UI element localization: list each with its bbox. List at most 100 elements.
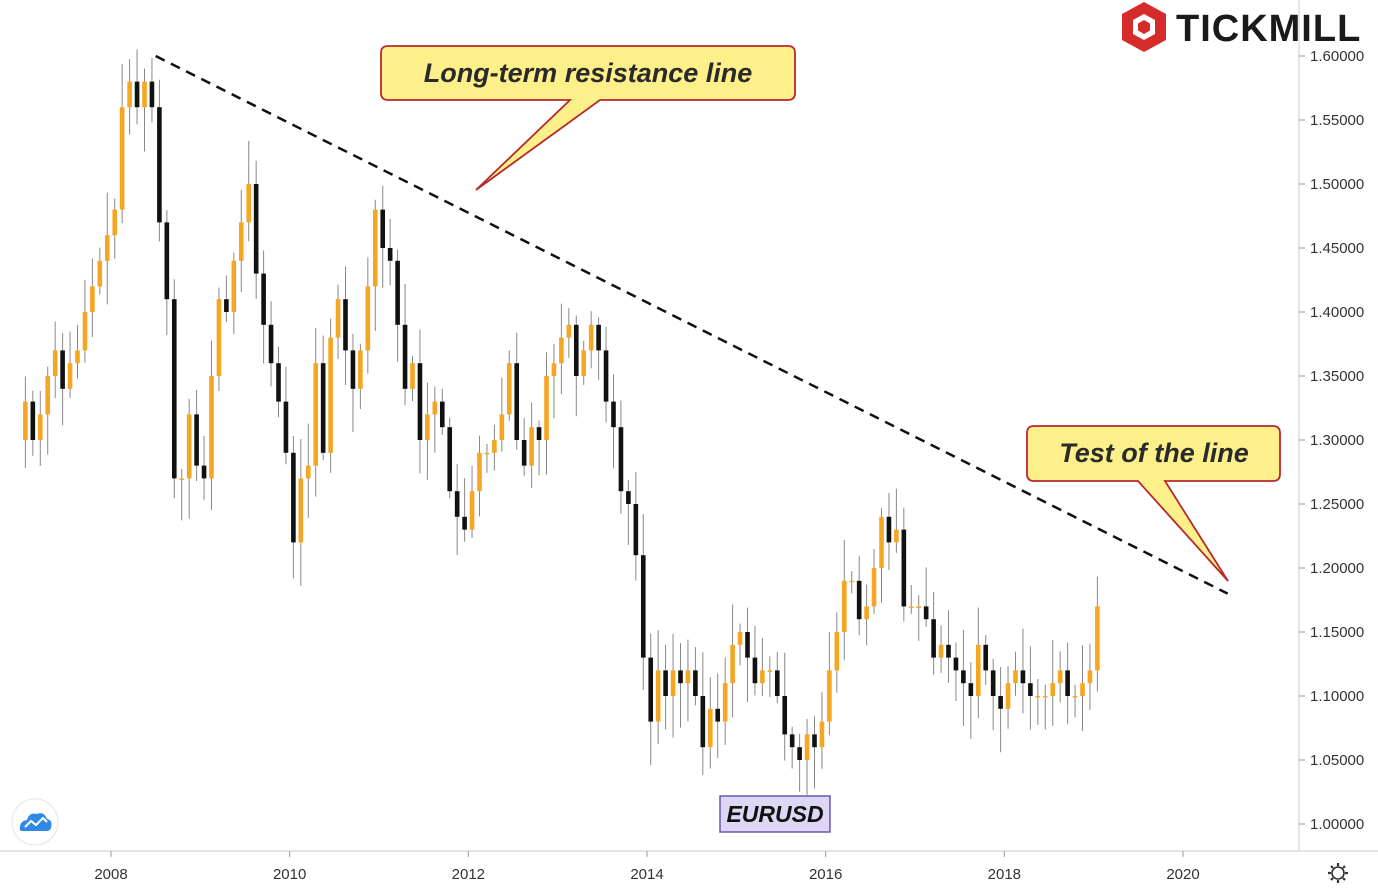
candle-body-down — [626, 491, 631, 504]
price-tick-label: 1.05000 — [1310, 752, 1364, 769]
gear-icon[interactable] — [1328, 863, 1348, 883]
candle-body-up — [37, 414, 43, 440]
candle-body-down — [514, 363, 520, 440]
candle-body-up — [1035, 696, 1041, 698]
candle-body-down — [603, 350, 609, 402]
candle-body-up — [365, 286, 371, 351]
candle-body-up — [1005, 683, 1011, 709]
candle-body-down — [1065, 670, 1070, 696]
candle-body-down — [164, 222, 170, 300]
candle-body-down — [536, 427, 542, 440]
candle-body-up — [1095, 606, 1100, 671]
price-tick-label: 1.35000 — [1310, 368, 1364, 385]
candle-body-down — [1028, 683, 1033, 696]
candle-body-up — [1057, 670, 1063, 684]
candle-body-up — [246, 184, 252, 223]
time-axis[interactable]: 2008 2010 2012 2014 2016 2018 2020 — [94, 851, 1200, 883]
candle-body-down — [171, 299, 177, 479]
candle-body-down — [923, 606, 929, 620]
candle-body-down — [60, 350, 65, 389]
candle-body-up — [425, 414, 430, 440]
candle-body-up — [588, 324, 594, 351]
symbol-label-text: EURUSD — [726, 801, 823, 827]
candle-body-down — [1020, 670, 1026, 684]
candle-body-down — [611, 401, 616, 428]
candle-body-up — [908, 606, 914, 608]
candle-body-down — [752, 657, 758, 684]
candle-body-up — [142, 81, 147, 108]
candle-body-down — [715, 708, 721, 722]
candle-body-up — [112, 209, 118, 236]
candle-body-up — [551, 363, 557, 376]
candle-body-down — [774, 670, 780, 696]
candle-body-up — [23, 401, 28, 440]
callout-test-bubble — [1026, 425, 1281, 582]
candle-body-up — [119, 107, 125, 210]
candle-body-up — [328, 337, 333, 453]
candle-body-down — [417, 363, 423, 440]
candle-body-up — [90, 286, 95, 312]
candlestick-series — [23, 49, 1100, 795]
candle-body-up — [1072, 696, 1078, 698]
candle-body-down — [968, 683, 974, 696]
candle-body-down — [454, 491, 460, 517]
candle-body-up — [305, 465, 311, 479]
tradingview-cloud-icon[interactable] — [11, 798, 59, 846]
long-term-resistance-trendline — [155, 54, 1229, 595]
candle-body-down — [350, 350, 356, 389]
candle-body-up — [864, 606, 869, 620]
callout-test-text: Test of the line — [1059, 438, 1249, 468]
candle-body-up — [313, 363, 319, 466]
candle-body-down — [678, 670, 683, 684]
candle-body-up — [529, 427, 534, 466]
candle-body-down — [663, 670, 668, 696]
candle-body-up — [871, 568, 877, 607]
candle-body-down — [30, 401, 36, 440]
price-tick-label: 1.50000 — [1310, 176, 1364, 193]
candle-body-up — [52, 350, 58, 376]
candle-body-up — [566, 324, 572, 338]
candle-body-up — [492, 440, 497, 453]
candle-body-up — [760, 670, 765, 684]
candle-body-down — [700, 696, 706, 748]
price-tick-label: 1.60000 — [1310, 48, 1364, 65]
candle-body-down — [387, 248, 393, 261]
callout-resistance-bubble — [380, 45, 796, 191]
candle-body-up — [1050, 683, 1056, 696]
candle-body-down — [789, 734, 795, 748]
candle-body-up — [1042, 696, 1048, 698]
price-tick-label: 1.30000 — [1310, 432, 1364, 449]
candle-body-down — [261, 273, 266, 325]
candle-body-up — [827, 670, 832, 722]
candle-body-down — [998, 696, 1003, 709]
candle-body-down — [797, 747, 802, 760]
candle-body-down — [439, 401, 445, 428]
candle-body-down — [380, 209, 386, 248]
candle-body-down — [640, 555, 646, 658]
time-tick-label: 2020 — [1166, 866, 1199, 883]
candle-body-up — [707, 708, 713, 748]
candle-body-up — [432, 401, 438, 415]
candle-body-up — [737, 632, 743, 645]
tickmill-hexagon-logo-icon — [1122, 2, 1166, 52]
candle-body-up — [722, 683, 728, 722]
candle-body-up — [916, 606, 922, 608]
candle-body-up — [335, 299, 341, 338]
price-tick-label: 1.55000 — [1310, 112, 1364, 129]
candle-body-down — [291, 452, 296, 543]
candle-body-down — [886, 516, 892, 543]
candle-body-up — [75, 350, 80, 364]
price-tick-label: 1.00000 — [1310, 816, 1364, 833]
price-tick-label: 1.45000 — [1310, 240, 1364, 257]
candle-body-down — [201, 465, 207, 479]
callout-resistance-line: Long-term resistance line — [380, 45, 796, 191]
price-axis[interactable]: 1.00000 1.05000 1.10000 1.15000 1.20000 1.250… — [1299, 48, 1364, 833]
candle-body-up — [938, 644, 944, 658]
candle-body-down — [134, 81, 140, 108]
candle-body-up — [730, 644, 735, 684]
candle-body-up — [179, 478, 185, 480]
candle-body-down — [462, 516, 467, 530]
candle-body-up — [82, 312, 88, 351]
candle-body-up — [238, 222, 244, 261]
price-tick-label: 1.20000 — [1310, 560, 1364, 577]
